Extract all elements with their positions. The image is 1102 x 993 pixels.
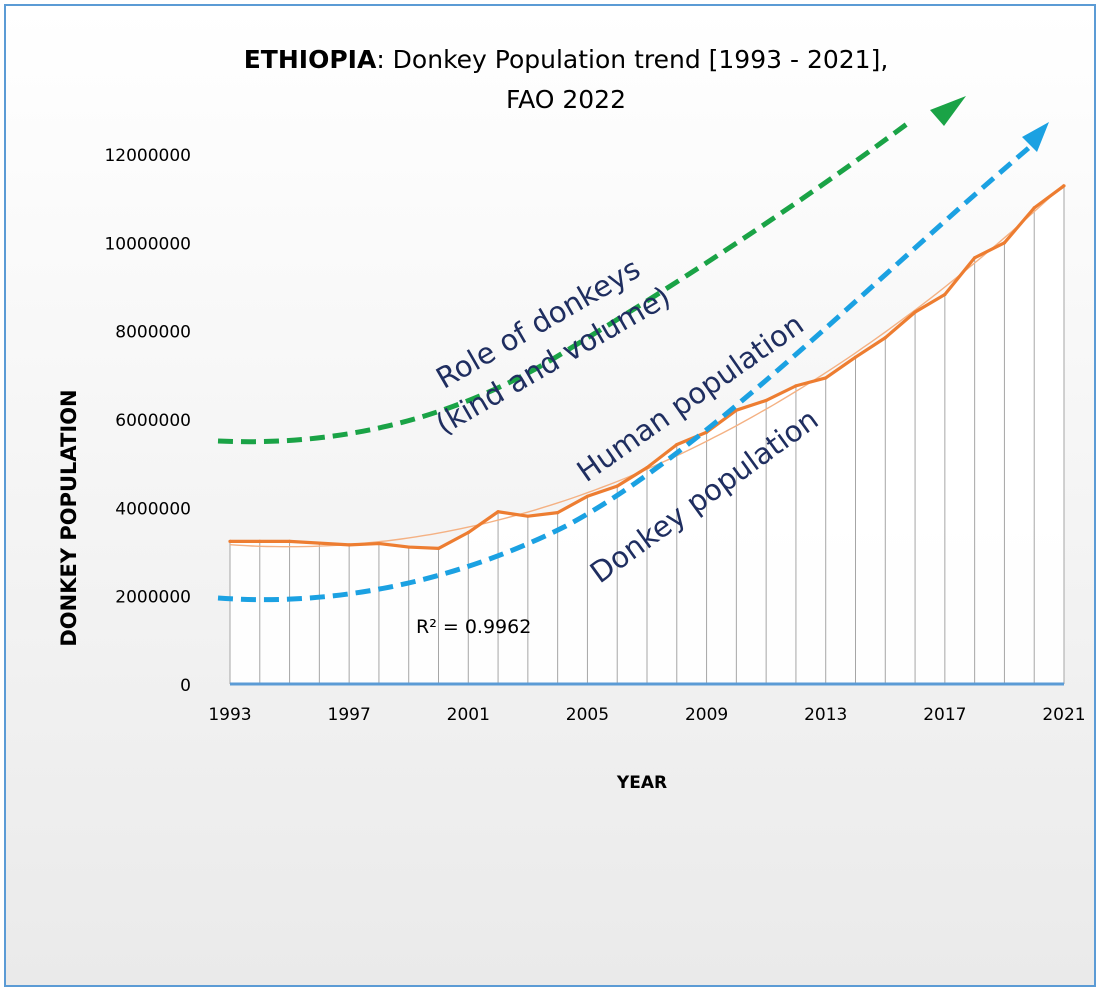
data-point — [973, 256, 977, 260]
data-point — [407, 545, 411, 549]
data-point — [794, 384, 798, 388]
data-point — [615, 484, 619, 488]
data-point — [645, 465, 649, 470]
x-tick-label: 2013 — [804, 705, 847, 725]
data-point — [824, 376, 828, 380]
arrowhead-role-of-donkeys — [930, 96, 966, 126]
x-tick-label: 2017 — [923, 705, 966, 725]
data-point — [258, 539, 262, 543]
y-tick-label: 4000000 — [115, 499, 191, 519]
data-point — [556, 511, 560, 515]
data-point — [853, 355, 858, 359]
arrow-human-population — [217, 144, 1033, 603]
chart-title-bold: ETHIOPIA — [244, 45, 377, 74]
y-axis-label: DONKEY POPULATION — [57, 389, 81, 646]
data-point — [1032, 206, 1036, 210]
chart-title-rest: : Donkey Population trend [1993 - 2021], — [376, 45, 888, 74]
data-point — [317, 541, 321, 545]
x-axis-label: YEAR — [616, 773, 667, 793]
data-point — [496, 510, 500, 514]
y-tick-label: 8000000 — [115, 323, 191, 343]
data-point — [585, 494, 590, 498]
y-tick-labels: 0 2000000 4000000 6000000 8000000 10000000 120… — [104, 146, 191, 696]
data-point — [436, 546, 441, 551]
data-point — [228, 539, 232, 543]
data-point — [377, 541, 381, 546]
data-point — [526, 514, 530, 518]
x-tick-label: 2001 — [447, 705, 490, 725]
chart-frame: ETHIOPIA: Donkey Population trend [1993 … — [4, 4, 1096, 987]
drop-lines — [229, 185, 1065, 684]
y-tick-label: 6000000 — [115, 411, 191, 431]
series-points — [228, 184, 1066, 551]
data-point — [287, 539, 292, 543]
data-point — [1062, 184, 1066, 188]
data-point — [734, 408, 738, 412]
data-point — [913, 310, 917, 314]
data-point — [943, 292, 947, 297]
chart-title-line2: FAO 2022 — [506, 85, 626, 114]
x-tick-label: 2005 — [566, 705, 609, 725]
y-tick-label: 2000000 — [115, 588, 191, 608]
y-tick-label: 12000000 — [104, 146, 191, 166]
data-point — [675, 443, 679, 447]
x-tick-labels: 1993 1997 2001 2005 2009 2013 2017 2021 — [208, 705, 1085, 725]
chart-svg: ETHIOPIA: Donkey Population trend [1993 … — [6, 6, 1094, 985]
y-tick-label: 0 — [180, 676, 191, 696]
chart-title: ETHIOPIA: Donkey Population trend [1993 … — [244, 45, 889, 74]
y-tick-label: 10000000 — [104, 234, 191, 254]
data-point — [347, 543, 351, 547]
data-point — [764, 398, 768, 403]
x-tick-label: 1997 — [328, 705, 371, 725]
data-point — [1002, 241, 1007, 245]
data-point — [466, 530, 470, 535]
data-point — [883, 336, 887, 340]
x-tick-label: 2021 — [1042, 705, 1085, 725]
arrowhead-human-population — [1022, 122, 1049, 152]
r2-label: R² = 0.9962 — [416, 616, 531, 638]
x-tick-label: 1993 — [208, 705, 251, 725]
arrow-role-of-donkeys — [217, 118, 913, 445]
x-tick-label: 2009 — [685, 705, 728, 725]
